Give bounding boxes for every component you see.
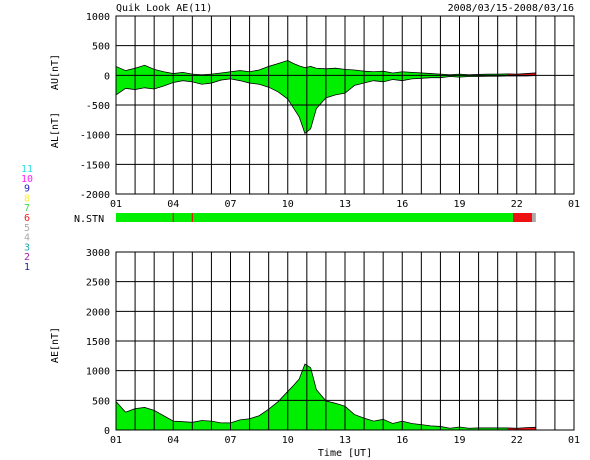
x-tick-label: 19: [453, 435, 465, 446]
legend-item-3: 3: [24, 242, 30, 253]
y-tick-label: -2000: [80, 190, 110, 201]
station-count-bar: [116, 213, 536, 222]
y-tick-label: 1000: [86, 367, 110, 378]
x-tick-label: 01: [568, 435, 580, 446]
ae-line: [115, 363, 536, 429]
x-tick-label: 07: [224, 199, 236, 210]
y-tick-label: 0: [104, 426, 110, 437]
x-tick-label: 13: [339, 199, 351, 210]
x-tick-label: 19: [453, 199, 465, 210]
legend-item-11: 11: [21, 164, 33, 175]
x-tick-label: 01: [110, 435, 122, 446]
legend-item-1: 1: [24, 262, 30, 273]
al-axis-label: AL[nT]: [50, 112, 61, 148]
date-range: 2008/03/15-2008/03/16: [448, 3, 574, 14]
al-line: [115, 75, 536, 135]
x-tick-label: 04: [167, 435, 179, 446]
x-tick-label: 01: [568, 199, 580, 210]
y-tick-label: -1500: [80, 160, 110, 171]
station-segment: [512, 213, 533, 222]
station-segment: [532, 213, 536, 222]
y-tick-label: 3000: [86, 248, 110, 259]
y-tick-label: -1000: [80, 131, 110, 142]
data-area: [116, 364, 508, 430]
x-axis-title: Time [UT]: [318, 448, 372, 459]
au-line: [115, 60, 536, 76]
x-tick-label: 16: [396, 435, 408, 446]
recent-data-area: [507, 427, 536, 430]
x-tick-label: 22: [511, 435, 523, 446]
x-tick-label: 16: [396, 199, 408, 210]
x-tick-label: 13: [339, 435, 351, 446]
y-tick-label: -500: [86, 101, 110, 112]
legend-item-8: 8: [24, 193, 30, 204]
legend-item-7: 7: [24, 203, 30, 214]
y-tick-label: 1000: [86, 12, 110, 23]
x-tick-label: 01: [110, 199, 122, 210]
legend-item-4: 4: [24, 233, 30, 244]
stn-bar-label: N.STN: [74, 214, 104, 225]
chart-title: Quik Look AE(11): [116, 3, 212, 14]
y-tick-label: 2000: [86, 307, 110, 318]
y-tick-label: 0: [104, 71, 110, 82]
x-tick-label: 04: [167, 199, 179, 210]
x-tick-label: 10: [282, 435, 294, 446]
ae-axis-label: AE[nT]: [50, 327, 61, 363]
y-tick-label: 2500: [86, 278, 110, 289]
legend-item-6: 6: [24, 213, 30, 224]
data-area: [116, 60, 508, 134]
au-axis-label: AU[nT]: [50, 54, 61, 90]
x-tick-label: 07: [224, 435, 236, 446]
x-tick-label: 10: [282, 199, 294, 210]
y-tick-label: 500: [92, 396, 110, 407]
legend-item-10: 10: [21, 174, 33, 185]
station-segment: [116, 213, 513, 222]
plot-frame: [115, 251, 575, 431]
plot-frame: [115, 15, 575, 195]
y-tick-label: 1500: [86, 337, 110, 348]
legend-item-2: 2: [24, 252, 30, 263]
x-tick-label: 22: [511, 199, 523, 210]
legend-item-9: 9: [24, 184, 30, 195]
y-tick-label: 500: [92, 42, 110, 53]
legend-item-5: 5: [24, 223, 30, 234]
